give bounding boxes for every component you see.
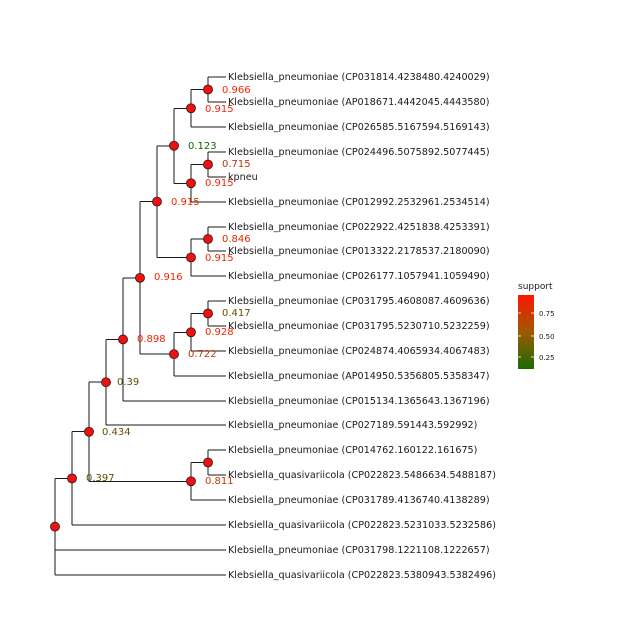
support-label: 0.811 bbox=[205, 476, 234, 487]
tip-label-14: Klebsiella_pneumoniae (CP015134.1365643.… bbox=[228, 396, 490, 407]
tip-label-19: Klebsiella_quasivariicola (CP022823.5231… bbox=[228, 520, 496, 531]
tip-label-9: Klebsiella_pneumoniae (CP026177.1057941.… bbox=[228, 271, 490, 282]
internal-node bbox=[50, 521, 60, 532]
support-label: 0.722 bbox=[188, 349, 217, 360]
support-labels: 0.966 0.915 0.123 0.715 0.915 0.915 0.84… bbox=[86, 85, 251, 487]
internal-node bbox=[169, 140, 179, 151]
legend-tick-label: 0.25 bbox=[539, 354, 555, 362]
support-label: 0.397 bbox=[86, 473, 115, 484]
tip-label-16: Klebsiella_pneumoniae (CP014762.160122.1… bbox=[228, 445, 477, 456]
tip-label-18: Klebsiella_pneumoniae (CP031789.4136740.… bbox=[228, 495, 490, 506]
support-label: 0.846 bbox=[222, 234, 251, 245]
legend-tick-label: 0.50 bbox=[539, 333, 555, 341]
tip-label-3: Klebsiella_pneumoniae (CP026585.5167594.… bbox=[228, 122, 490, 133]
tip-label-5: kpneu bbox=[228, 172, 258, 183]
tip-label-20: Klebsiella_pneumoniae (CP031798.1221108.… bbox=[228, 545, 490, 556]
internal-node bbox=[84, 426, 94, 437]
tip-label-17: Klebsiella_quasivariicola (CP022823.5486… bbox=[228, 470, 496, 481]
internal-node bbox=[186, 178, 196, 189]
support-label: 0.123 bbox=[188, 141, 217, 152]
internal-node bbox=[169, 349, 179, 360]
support-label: 0.434 bbox=[102, 427, 131, 438]
support-label: 0.915 bbox=[205, 253, 234, 264]
support-label: 0.39 bbox=[117, 377, 139, 388]
tip-label-8: Klebsiella_pneumoniae (CP013322.2178537.… bbox=[228, 246, 490, 257]
internal-node bbox=[67, 473, 77, 484]
tip-label-15: Klebsiella_pneumoniae (CP027189.591443.5… bbox=[228, 420, 477, 431]
tip-label-7: Klebsiella_pneumoniae (CP022922.4251838.… bbox=[228, 222, 490, 233]
tip-label-4: Klebsiella_pneumoniae (CP024496.5075892.… bbox=[228, 147, 490, 158]
tip-label-6: Klebsiella_pneumoniae (CP012992.2532961.… bbox=[228, 197, 490, 208]
legend-colorbar bbox=[518, 295, 534, 369]
support-label: 0.715 bbox=[222, 159, 251, 170]
legend-ticks bbox=[518, 312, 534, 358]
internal-node bbox=[186, 327, 196, 338]
internal-node bbox=[203, 234, 213, 244]
tip-label-21: Klebsiella_quasivariicola (CP022823.5380… bbox=[228, 570, 496, 581]
support-label: 0.966 bbox=[222, 85, 251, 96]
support-label: 0.916 bbox=[154, 272, 183, 283]
support-label: 0.898 bbox=[137, 334, 166, 345]
tree-nodes bbox=[50, 84, 213, 532]
support-label: 0.417 bbox=[222, 308, 251, 319]
support-label: 0.915 bbox=[205, 178, 234, 189]
tip-label-13: Klebsiella_pneumoniae (AP014950.5356805.… bbox=[228, 371, 489, 382]
tip-label-1: Klebsiella_pneumoniae (CP031814.4238480.… bbox=[228, 72, 490, 83]
internal-node bbox=[203, 308, 213, 319]
legend-tick-label: 0.75 bbox=[539, 310, 555, 318]
internal-node bbox=[186, 476, 196, 487]
internal-node bbox=[152, 196, 162, 207]
internal-node bbox=[203, 159, 213, 170]
internal-node bbox=[186, 103, 196, 114]
support-label: 0.915 bbox=[171, 197, 200, 208]
support-legend: support 0.75 0.50 0.25 bbox=[518, 282, 555, 369]
tip-labels: Klebsiella_pneumoniae (CP031814.4238480.… bbox=[228, 72, 496, 581]
internal-node bbox=[186, 252, 196, 263]
tip-label-12: Klebsiella_pneumoniae (CP024874.4065934.… bbox=[228, 346, 490, 357]
internal-node bbox=[203, 84, 213, 95]
internal-node bbox=[135, 272, 145, 283]
support-label: 0.928 bbox=[205, 327, 234, 338]
internal-node bbox=[118, 334, 128, 345]
internal-node bbox=[203, 457, 213, 468]
internal-node bbox=[101, 377, 111, 388]
tip-label-11: Klebsiella_pneumoniae (CP031795.5230710.… bbox=[228, 321, 490, 332]
tip-label-10: Klebsiella_pneumoniae (CP031795.4608087.… bbox=[228, 296, 490, 307]
legend-title: support bbox=[518, 282, 553, 292]
support-label: 0.915 bbox=[205, 104, 234, 115]
tip-label-2: Klebsiella_pneumoniae (AP018671.4442045.… bbox=[228, 97, 489, 108]
